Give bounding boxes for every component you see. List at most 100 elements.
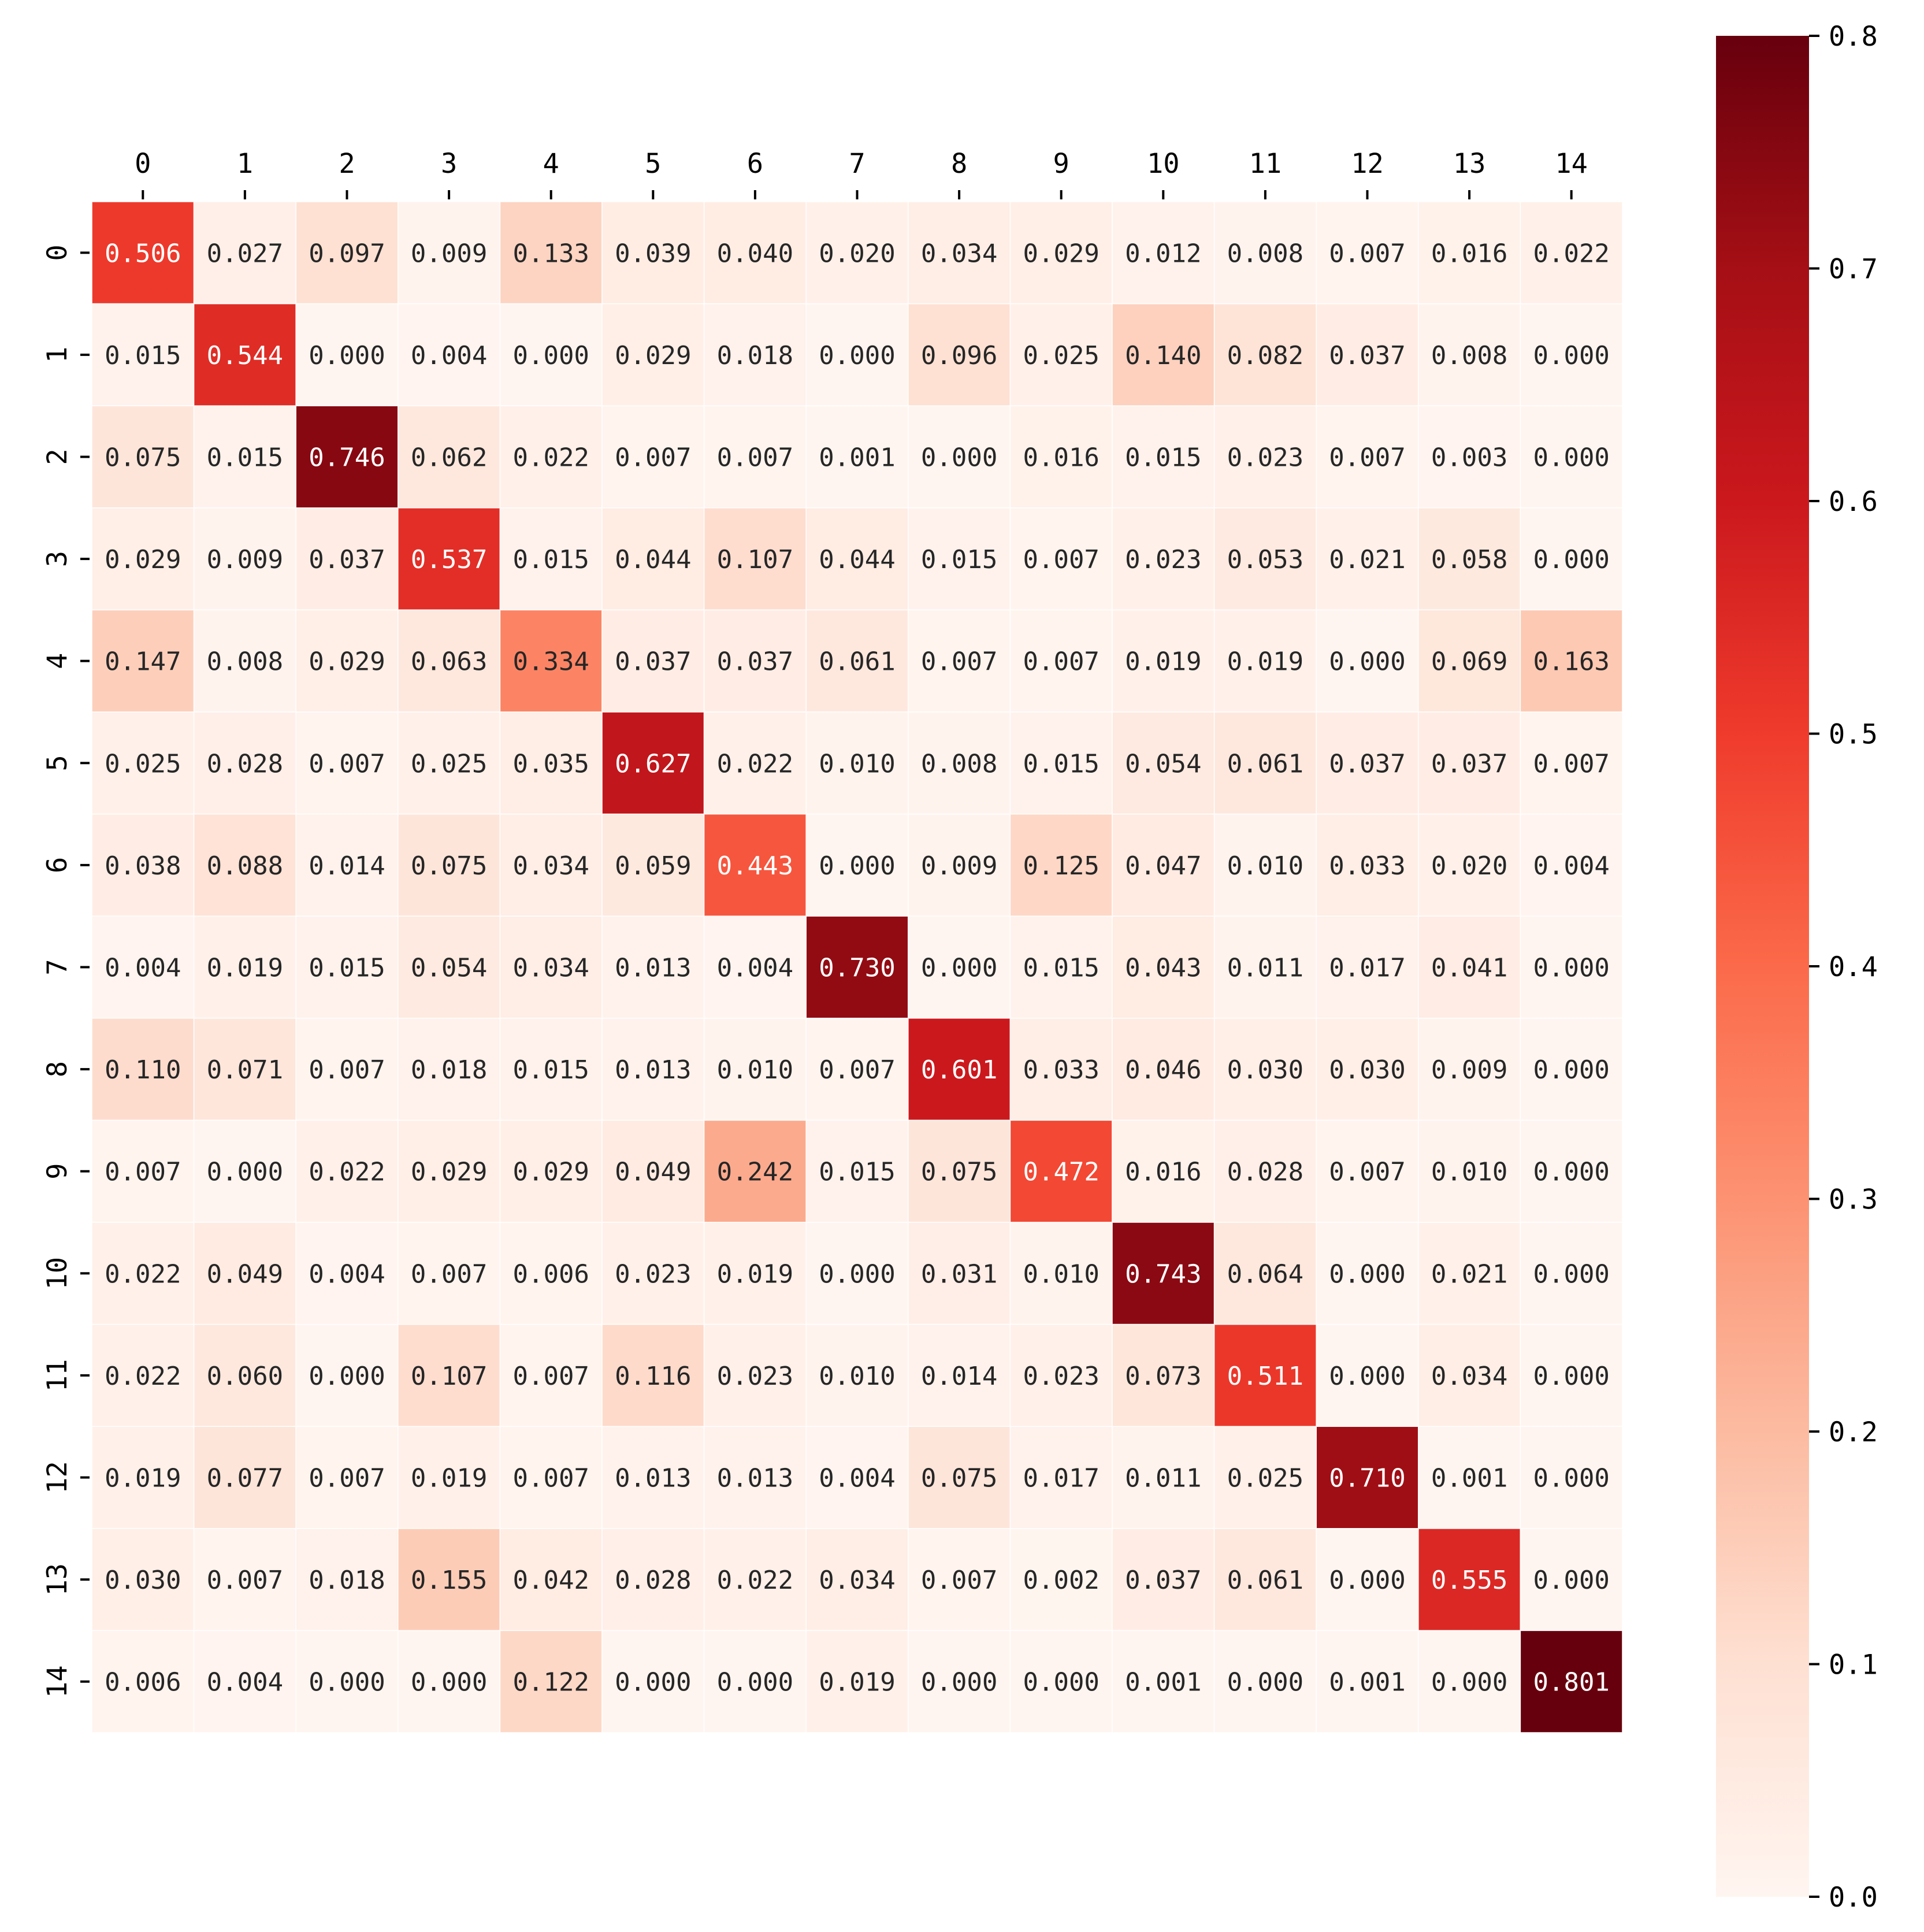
heatmap-cell	[91, 1630, 195, 1733]
cell-value: 0.035	[512, 749, 589, 778]
heatmap-cell	[908, 405, 1011, 509]
x-tick-label: 8	[951, 148, 967, 180]
heatmap-cell	[1009, 1119, 1113, 1223]
heatmap-cell	[1418, 1528, 1521, 1631]
cell-value: 0.007	[512, 1362, 589, 1391]
heatmap-cell	[1418, 813, 1521, 917]
cell-value: 0.601	[921, 1055, 997, 1085]
heatmap-cell	[193, 201, 296, 305]
heatmap-cell	[805, 303, 909, 406]
heatmap-cell	[1213, 201, 1317, 305]
heatmap-cell	[1418, 303, 1521, 406]
cell-value: 0.000	[615, 1668, 691, 1697]
cell-value: 0.019	[1227, 647, 1303, 677]
cell-value: 0.023	[615, 1259, 691, 1289]
cell-value: 0.028	[1227, 1158, 1303, 1187]
heatmap-cell	[1520, 711, 1623, 815]
heatmap-cell	[1418, 1222, 1521, 1325]
heatmap-cell	[91, 303, 195, 406]
cell-value: 0.000	[819, 1259, 895, 1289]
cell-value: 0.037	[1329, 749, 1405, 778]
cell-value: 0.034	[512, 954, 589, 983]
heatmap-cell	[398, 1426, 501, 1529]
heatmap-cell	[703, 1323, 807, 1427]
cell-value: 0.022	[717, 1566, 793, 1595]
cell-value: 0.021	[1431, 1259, 1507, 1289]
cell-value: 0.018	[411, 1055, 487, 1085]
cell-value: 0.015	[512, 545, 589, 574]
heatmap-cell	[1213, 813, 1317, 917]
cell-value: 0.122	[512, 1668, 589, 1697]
heatmap-cell	[908, 1630, 1011, 1733]
cell-value: 0.710	[1329, 1464, 1405, 1493]
cell-value: 0.053	[1227, 545, 1303, 574]
heatmap-cell	[1418, 1119, 1521, 1223]
cell-value: 0.064	[1227, 1259, 1303, 1289]
heatmap-cell	[1112, 609, 1215, 713]
heatmap-cell	[499, 1528, 603, 1631]
heatmap-cell	[398, 1222, 501, 1325]
heatmap-cell	[703, 303, 807, 406]
heatmap-cell	[908, 507, 1011, 611]
colorbar-tick-label: 0.7	[1829, 254, 1878, 285]
heatmap-cell	[1316, 1222, 1419, 1325]
heatmap-cell	[1112, 507, 1215, 611]
heatmap-cell	[193, 1222, 296, 1325]
heatmap-cell	[1009, 507, 1113, 611]
cell-value: 0.023	[1125, 545, 1201, 574]
heatmap-cell	[398, 201, 501, 305]
colorbar-tick-label: 0.2	[1829, 1416, 1878, 1448]
heatmap-cell	[295, 915, 399, 1019]
cell-value: 0.007	[1329, 443, 1405, 473]
heatmap-cell	[1112, 711, 1215, 815]
cell-value: 0.000	[1533, 545, 1609, 574]
cell-value: 0.000	[1023, 1668, 1099, 1697]
x-tick-label: 1	[237, 148, 253, 180]
y-tick-label: 0	[42, 244, 73, 261]
heatmap-cell	[805, 609, 909, 713]
colorbar-tick-label: 0.3	[1829, 1184, 1878, 1216]
heatmap-cell	[908, 1018, 1011, 1121]
heatmap-cell	[703, 1119, 807, 1223]
cell-value: 0.010	[819, 749, 895, 778]
heatmap-cell	[805, 1630, 909, 1733]
cell-value: 0.107	[411, 1362, 487, 1391]
cell-value: 0.000	[1533, 1464, 1609, 1493]
x-tick-label: 10	[1147, 148, 1180, 180]
heatmap-cell	[1316, 1630, 1419, 1733]
cell-value: 0.061	[1227, 1566, 1303, 1595]
heatmap-cell	[499, 405, 603, 509]
heatmap-cell	[805, 1323, 909, 1427]
cell-value: 0.025	[105, 749, 181, 778]
y-tick-label: 1	[42, 347, 73, 363]
heatmap-cell	[1009, 201, 1113, 305]
heatmap-cell	[499, 303, 603, 406]
cell-value: 0.000	[1227, 1668, 1303, 1697]
x-tick-label: 7	[849, 148, 865, 180]
cell-value: 0.001	[1125, 1668, 1201, 1697]
cell-value: 0.015	[921, 545, 997, 574]
cell-value: 0.007	[105, 1158, 181, 1187]
heatmap-cell	[601, 507, 705, 611]
heatmap-cell	[295, 507, 399, 611]
heatmap-cell	[1520, 609, 1623, 713]
heatmap-cell	[1316, 405, 1419, 509]
heatmap-cell	[398, 1119, 501, 1223]
cell-value: 0.000	[1329, 1259, 1405, 1289]
x-tick-label: 0	[135, 148, 151, 180]
heatmap-cell	[91, 1222, 195, 1325]
heatmap-cell	[1009, 711, 1113, 815]
cell-value: 0.037	[1329, 341, 1405, 370]
heatmap-cell	[805, 1426, 909, 1529]
heatmap-cell	[601, 609, 705, 713]
cell-value: 0.007	[615, 443, 691, 473]
x-tick-label: 2	[339, 148, 355, 180]
heatmap-cell	[601, 405, 705, 509]
cell-value: 0.022	[105, 1259, 181, 1289]
cell-value: 0.004	[717, 954, 793, 983]
cell-value: 0.060	[207, 1362, 283, 1391]
x-tick-label: 14	[1555, 148, 1588, 180]
cell-value: 0.242	[717, 1158, 793, 1187]
cell-value: 0.007	[921, 1566, 997, 1595]
heatmap-cells: 0.506 0.027 0.097 0.009 0.133 0.039 0.040 0.020…	[91, 201, 1623, 1733]
